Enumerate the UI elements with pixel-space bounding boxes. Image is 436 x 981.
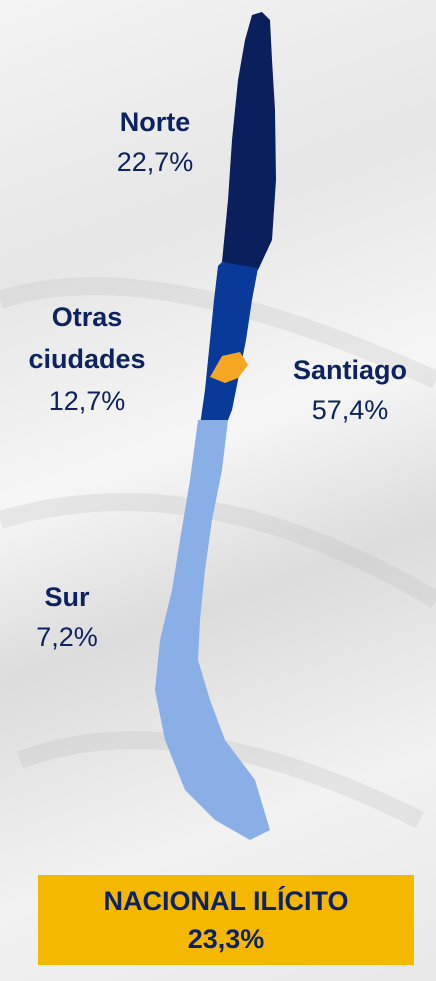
region-value: 7,2% bbox=[36, 622, 98, 652]
total-label: NACIONAL ILÍCITO bbox=[103, 886, 349, 916]
label-otras: Otras ciudades 12,7% bbox=[12, 296, 162, 422]
total-box: NACIONAL ILÍCITO 23,3% bbox=[38, 875, 414, 965]
region-name: Otras ciudades bbox=[28, 302, 146, 374]
region-otras-ciudades bbox=[200, 262, 258, 425]
region-value: 22,7% bbox=[116, 147, 194, 177]
label-norte: Norte 22,7% bbox=[95, 102, 215, 182]
region-value: 57,4% bbox=[311, 395, 389, 425]
region-value: 12,7% bbox=[48, 386, 126, 416]
total-value: 23,3% bbox=[187, 924, 265, 954]
label-sur: Sur 7,2% bbox=[17, 577, 117, 657]
label-santiago: Santiago 57,4% bbox=[270, 350, 430, 430]
region-name: Sur bbox=[44, 582, 90, 612]
region-norte bbox=[222, 12, 276, 270]
region-sur bbox=[155, 420, 270, 840]
region-name: Santiago bbox=[292, 355, 407, 385]
region-santiago bbox=[210, 352, 248, 383]
region-name: Norte bbox=[119, 107, 191, 137]
